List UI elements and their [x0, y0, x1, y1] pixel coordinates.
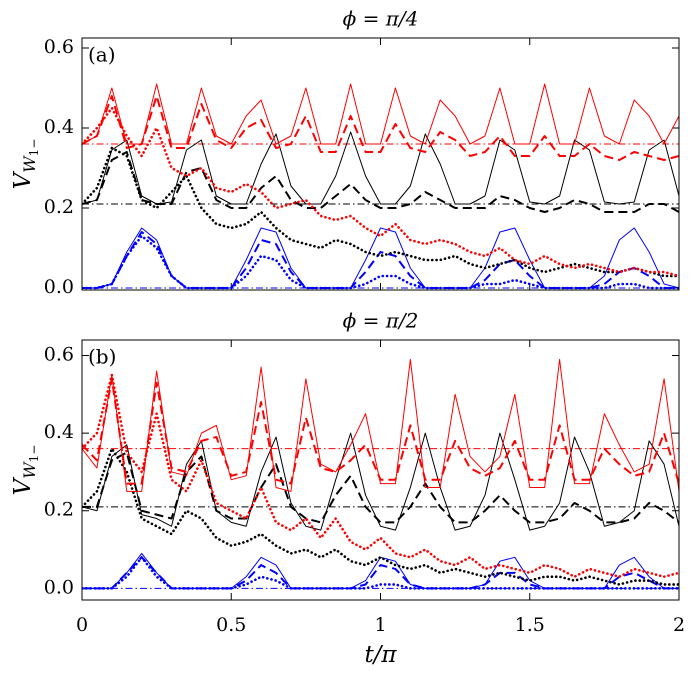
- panel: ϕ = π/4 (a) VW1− 0.0 0.2 0.4 0.6: [10, 7, 680, 298]
- series-line: [82, 151, 679, 213]
- x-tick-label: 2: [673, 614, 685, 636]
- y-axis-label: VW1−: [10, 445, 41, 496]
- y-tick-label: 0.0: [44, 576, 74, 598]
- series-line: [82, 227, 679, 289]
- x-tick-label: 0.5: [216, 614, 246, 636]
- series-line: [82, 377, 679, 485]
- series-line: [82, 95, 679, 161]
- series-line: [82, 447, 679, 586]
- y-label-sub: W: [20, 461, 39, 479]
- axes-frame: [81, 37, 680, 291]
- y-axis-label: VW1−: [10, 139, 41, 190]
- y-label-subsub: 1−: [27, 445, 41, 463]
- series-line: [82, 106, 679, 278]
- y-tick-label: 0.6: [44, 36, 74, 58]
- panel-title: ϕ = π/2: [343, 309, 419, 333]
- plot-area: [82, 358, 679, 590]
- series-line: [82, 432, 679, 531]
- x-tick-label: 0: [76, 614, 88, 636]
- y-tick-label: 0.2: [44, 499, 74, 521]
- axes-frame: [81, 339, 680, 601]
- series-line: [82, 231, 679, 289]
- series-line: [82, 556, 679, 590]
- y-tick-label: 0.6: [44, 344, 74, 366]
- series-line: [82, 234, 679, 290]
- y-label-subsub: 1−: [27, 139, 41, 157]
- y-label-main: V: [10, 476, 36, 495]
- y-tick-label: 0.2: [44, 196, 74, 218]
- y-tick-label: 0.4: [44, 116, 74, 138]
- x-tick-label: 1: [374, 614, 386, 636]
- series-line: [82, 358, 679, 492]
- panel: ϕ = π/2 (b) VW1− 0.0 0.2 0.4 0.6 0 0.5 1 1.5 2 t/π: [10, 309, 685, 669]
- series-line: [82, 373, 679, 579]
- panel-title: ϕ = π/4: [343, 7, 419, 31]
- panel-label: (a): [88, 43, 116, 67]
- x-axis-label: t/π: [364, 642, 397, 668]
- y-label-main: V: [10, 170, 36, 189]
- y-tick-label: 0.0: [44, 276, 74, 298]
- panel-label: (b): [88, 345, 116, 369]
- y-tick-label: 0.4: [44, 421, 74, 443]
- series-line: [82, 131, 679, 205]
- series-line: [82, 556, 679, 590]
- series-line: [82, 451, 679, 524]
- x-tick-label: 1.5: [515, 614, 545, 636]
- plot-area: [82, 83, 679, 290]
- series-line: [82, 83, 679, 145]
- y-label-sub: W: [20, 155, 39, 173]
